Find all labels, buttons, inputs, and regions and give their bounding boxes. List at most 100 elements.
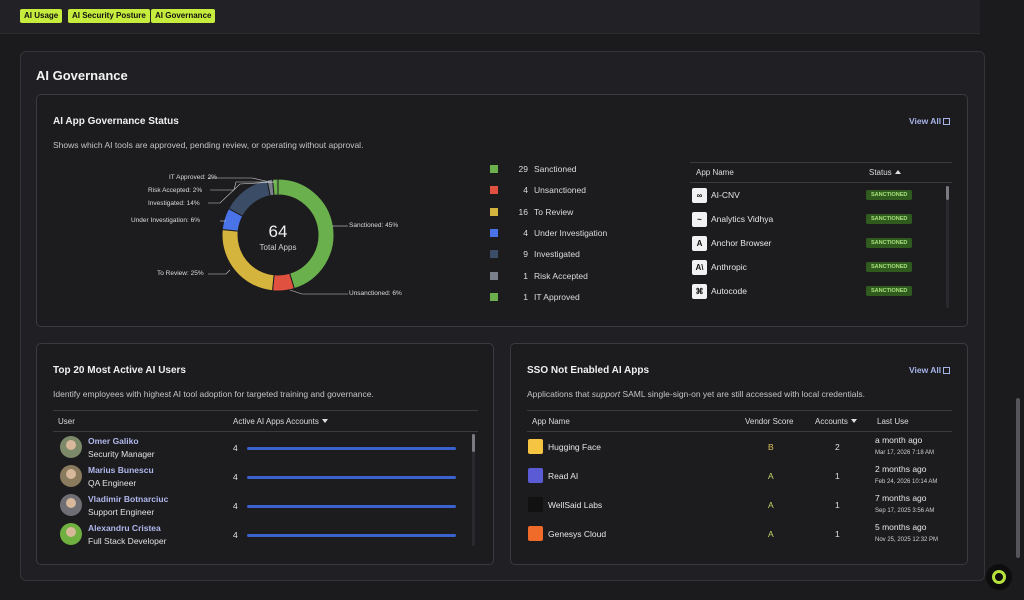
status-badge: SANCTIONED bbox=[866, 262, 913, 272]
app-table-header-status[interactable]: Status bbox=[869, 168, 901, 177]
legend-swatch bbox=[490, 207, 498, 216]
sso-table-row[interactable]: Read AI A 1 2 months ago Feb 24, 2026 10:14 … bbox=[528, 461, 948, 490]
donut-slice-it-approved[interactable] bbox=[271, 178, 279, 196]
app-table-row[interactable]: ⌘ Autocode SANCTIONED bbox=[692, 281, 944, 301]
sso-title: SSO Not Enabled AI Apps bbox=[527, 365, 650, 376]
user-account-count: 4 bbox=[233, 501, 238, 511]
user-name-link[interactable]: Omer Galiko bbox=[88, 436, 139, 446]
legend-swatch bbox=[490, 250, 498, 259]
app-table-scrollbar[interactable] bbox=[946, 186, 949, 308]
app-table-row[interactable]: ~ Analytics Vidhya SANCTIONED bbox=[692, 209, 944, 229]
app-name: Anthropic bbox=[711, 262, 747, 272]
avatar bbox=[60, 523, 82, 545]
users-header-divider bbox=[53, 431, 478, 432]
sso-accounts-count: 2 bbox=[835, 442, 840, 452]
user-row[interactable]: Omer Galiko Security Manager 4 bbox=[60, 434, 480, 462]
users-top-divider bbox=[53, 410, 478, 411]
sso-header-score[interactable]: Vendor Score bbox=[745, 417, 794, 426]
users-scrollbar[interactable] bbox=[472, 434, 475, 546]
sso-header-accounts[interactable]: Accounts bbox=[815, 417, 857, 426]
users-scroll-thumb[interactable] bbox=[472, 434, 475, 452]
sso-table-row[interactable]: Hugging Face B 2 a month ago Mar 17, 2026 7:… bbox=[528, 432, 948, 461]
vendor-score: A bbox=[768, 471, 774, 481]
section-title: AI Governance bbox=[36, 68, 128, 83]
legend-label: Investigated bbox=[534, 249, 580, 260]
app-table-row[interactable]: ∞ AI-CNV SANCTIONED bbox=[692, 185, 944, 205]
tag-ai-usage[interactable]: AI Usage bbox=[20, 9, 63, 23]
user-accounts-bar bbox=[247, 505, 456, 508]
donut-total: 64 bbox=[268, 222, 288, 241]
sso-header-last-use[interactable]: Last Use bbox=[877, 417, 909, 426]
user-account-count: 4 bbox=[233, 443, 238, 453]
sso-header-app[interactable]: App Name bbox=[532, 417, 570, 426]
legend-swatch bbox=[490, 228, 498, 237]
donut-label-under-investigation: Under Investigation: 6% bbox=[131, 217, 201, 224]
autocode-logo-icon: ⌘ bbox=[692, 283, 707, 299]
user-accounts-bar bbox=[247, 476, 456, 479]
sso-table-row[interactable]: Genesys Cloud A 1 5 months ago Nov 25, 2025 … bbox=[528, 519, 948, 548]
assistant-button[interactable] bbox=[986, 564, 1012, 590]
users-header-user[interactable]: User bbox=[58, 417, 75, 426]
last-use-date: Nov 25, 2025 12:32 PM bbox=[875, 537, 939, 543]
legend-label: Risk Accepted bbox=[534, 270, 588, 281]
last-use-relative: 5 months ago bbox=[875, 522, 927, 532]
status-badge: SANCTIONED bbox=[866, 286, 913, 296]
legend-count: 4 bbox=[523, 227, 528, 238]
last-use-date: Mar 17, 2026 7:18 AM bbox=[875, 450, 935, 456]
legend-item[interactable]: 4 Under Investigation bbox=[490, 227, 607, 239]
sso-table-row[interactable]: WellSaid Labs A 1 7 months ago Sep 17, 2025 … bbox=[528, 490, 948, 519]
app-name: AI-CNV bbox=[711, 190, 740, 200]
legend-count: 9 bbox=[523, 249, 528, 260]
vendor-score: B bbox=[768, 442, 774, 452]
last-use-relative: 2 months ago bbox=[875, 464, 927, 474]
last-use-date: Sep 17, 2025 3:56 AM bbox=[875, 508, 935, 514]
tag-ai-governance[interactable]: AI Governance bbox=[151, 9, 216, 23]
user-role: Full Stack Developer bbox=[88, 536, 167, 546]
app-table-header-name[interactable]: App Name bbox=[696, 168, 734, 177]
user-row[interactable]: Vladimir Botnarciuc Support Engineer 4 bbox=[60, 492, 480, 520]
user-row[interactable]: Alexandru Cristea Full Stack Developer 4 bbox=[60, 521, 480, 549]
genesys-cloud-logo-icon bbox=[528, 526, 543, 541]
user-account-count: 4 bbox=[233, 472, 238, 482]
external-link-icon bbox=[943, 367, 951, 374]
user-name-link[interactable]: Alexandru Cristea bbox=[88, 523, 161, 533]
user-name-link[interactable]: Marius Bunescu bbox=[88, 465, 154, 475]
app-table-row[interactable]: A\ Anthropic SANCTIONED bbox=[692, 257, 944, 277]
legend-item[interactable]: 29 Sanctioned bbox=[490, 163, 577, 175]
legend-count: 1 bbox=[523, 291, 528, 302]
donut-total-label: Total Apps bbox=[259, 243, 297, 252]
assistant-logo-icon bbox=[992, 570, 1006, 584]
last-use-relative: 7 months ago bbox=[875, 493, 927, 503]
tag-ai-security-posture[interactable]: AI Security Posture bbox=[68, 9, 150, 23]
sso-accounts-count: 1 bbox=[835, 500, 840, 510]
app-table-row[interactable]: A Anchor Browser SANCTIONED bbox=[692, 233, 944, 253]
legend-item[interactable]: 1 Risk Accepted bbox=[490, 270, 588, 282]
users-header-accounts[interactable]: Active AI Apps Accounts bbox=[233, 417, 328, 426]
legend-item[interactable]: 4 Unsanctioned bbox=[490, 184, 586, 196]
page-scrollbar[interactable] bbox=[1016, 398, 1020, 558]
legend-item[interactable]: 1 IT Approved bbox=[490, 291, 580, 303]
sso-app-name: Hugging Face bbox=[548, 442, 601, 452]
user-accounts-bar bbox=[247, 447, 456, 450]
sort-ascending-icon bbox=[894, 170, 901, 174]
legend-label: Under Investigation bbox=[534, 227, 608, 238]
sso-app-name: Genesys Cloud bbox=[548, 529, 607, 539]
sso-card bbox=[510, 343, 968, 565]
user-role: QA Engineer bbox=[88, 478, 137, 488]
legend-item[interactable]: 9 Investigated bbox=[490, 248, 580, 260]
last-use-date: Feb 24, 2026 10:14 AM bbox=[875, 479, 938, 485]
governance-view-all-link[interactable]: View All bbox=[909, 116, 951, 126]
donut-label-it-approved: IT Approved: 2% bbox=[169, 174, 217, 181]
external-link-icon bbox=[943, 118, 951, 125]
sso-desc-emphasis: support bbox=[591, 389, 621, 399]
sso-view-all-link[interactable]: View All bbox=[909, 365, 951, 375]
user-row[interactable]: Marius Bunescu QA Engineer 4 bbox=[60, 463, 480, 491]
ai-cnv-logo-icon: ∞ bbox=[692, 187, 707, 203]
app-table-scroll-thumb[interactable] bbox=[946, 186, 949, 200]
sso-header-divider bbox=[527, 431, 952, 432]
donut-label-investigated: Investigated: 14% bbox=[148, 200, 200, 207]
table-top-divider bbox=[690, 162, 952, 163]
user-name-link[interactable]: Vladimir Botnarciuc bbox=[88, 494, 169, 504]
analytics-vidhya-logo-icon: ~ bbox=[692, 211, 707, 227]
legend-item[interactable]: 16 To Review bbox=[490, 206, 573, 218]
